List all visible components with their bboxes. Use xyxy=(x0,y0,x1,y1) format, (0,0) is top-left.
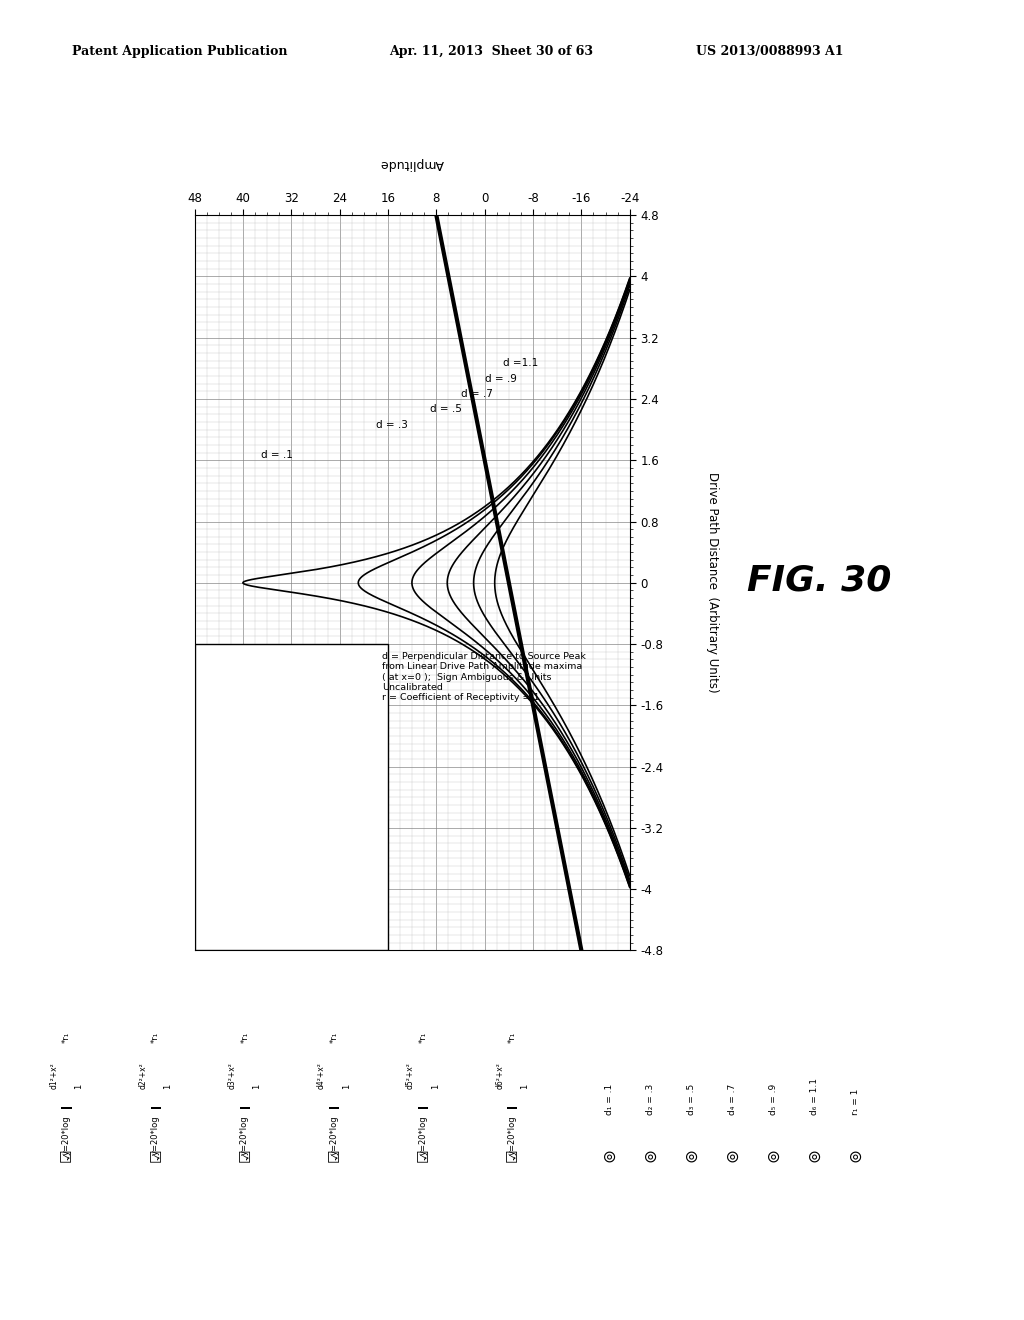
Text: y=20*log: y=20*log xyxy=(508,1115,516,1155)
Text: d2²+x²: d2²+x² xyxy=(139,1063,147,1089)
Text: 1: 1 xyxy=(342,1084,350,1089)
Text: d₁ = .1: d₁ = .1 xyxy=(605,1084,613,1115)
Text: ☑: ☑ xyxy=(327,1148,341,1162)
Y-axis label: Drive Path Distance  (Arbitrary Units): Drive Path Distance (Arbitrary Units) xyxy=(706,473,719,693)
Text: 1: 1 xyxy=(520,1084,528,1089)
Text: d =1.1: d =1.1 xyxy=(503,358,538,368)
Text: y=20*log: y=20*log xyxy=(152,1115,160,1155)
Text: d₄ = .7: d₄ = .7 xyxy=(728,1084,736,1115)
Text: d = .5: d = .5 xyxy=(430,404,462,414)
Text: y=20*log: y=20*log xyxy=(241,1115,249,1155)
Bar xyxy=(195,644,388,950)
Text: ☑: ☑ xyxy=(238,1148,252,1162)
Text: d6²+x²: d6²+x² xyxy=(496,1063,504,1089)
Text: y=20*log: y=20*log xyxy=(62,1115,71,1155)
Text: d = .1: d = .1 xyxy=(261,450,293,461)
Text: *r₁: *r₁ xyxy=(508,1032,516,1043)
Text: d = .3: d = .3 xyxy=(376,420,408,429)
Text: ⊚: ⊚ xyxy=(600,1147,618,1162)
Text: ⊚: ⊚ xyxy=(805,1147,823,1162)
Text: FIG. 30: FIG. 30 xyxy=(748,564,891,598)
Text: ☑: ☑ xyxy=(59,1148,74,1162)
Text: ⊚: ⊚ xyxy=(846,1147,864,1162)
Text: *r₁: *r₁ xyxy=(419,1032,427,1043)
Text: d = .9: d = .9 xyxy=(484,374,516,384)
Text: ☑: ☑ xyxy=(505,1148,519,1162)
Text: d1²+x²: d1²+x² xyxy=(50,1063,58,1089)
Text: ⊚: ⊚ xyxy=(682,1147,700,1162)
Text: 1: 1 xyxy=(75,1084,83,1089)
Text: US 2013/0088993 A1: US 2013/0088993 A1 xyxy=(696,45,844,58)
Text: d4²+x²: d4²+x² xyxy=(317,1063,326,1089)
Text: d₂ = .3: d₂ = .3 xyxy=(646,1084,654,1115)
Text: ⊚: ⊚ xyxy=(641,1147,659,1162)
Text: r₁ = 1: r₁ = 1 xyxy=(851,1089,859,1115)
Text: y=20*log: y=20*log xyxy=(419,1115,427,1155)
Text: ⊚: ⊚ xyxy=(723,1147,741,1162)
Text: d5²+x²: d5²+x² xyxy=(407,1063,415,1089)
Text: d₃ = .5: d₃ = .5 xyxy=(687,1084,695,1115)
Text: 1: 1 xyxy=(253,1084,261,1089)
Text: ☑: ☑ xyxy=(416,1148,430,1162)
Text: ⊚: ⊚ xyxy=(764,1147,782,1162)
Text: *r₁: *r₁ xyxy=(241,1032,249,1043)
Text: Apr. 11, 2013  Sheet 30 of 63: Apr. 11, 2013 Sheet 30 of 63 xyxy=(389,45,593,58)
X-axis label: Amplitude: Amplitude xyxy=(380,157,444,170)
Text: d₆ = 1.1: d₆ = 1.1 xyxy=(810,1078,818,1115)
Text: ☑: ☑ xyxy=(148,1148,163,1162)
Text: 1: 1 xyxy=(431,1084,439,1089)
Text: d = .7: d = .7 xyxy=(461,389,493,399)
Text: y=20*log: y=20*log xyxy=(330,1115,338,1155)
Text: *r₁: *r₁ xyxy=(330,1032,338,1043)
Text: d = Perpendicular Distance to Source Peak
from Linear Drive Path Amplitude maxim: d = Perpendicular Distance to Source Pea… xyxy=(382,652,586,702)
Text: d3²+x²: d3²+x² xyxy=(228,1063,237,1089)
Text: 1: 1 xyxy=(164,1084,172,1089)
Text: Patent Application Publication: Patent Application Publication xyxy=(72,45,287,58)
Text: *r₁: *r₁ xyxy=(62,1032,71,1043)
Text: d₅ = .9: d₅ = .9 xyxy=(769,1084,777,1115)
Text: *r₁: *r₁ xyxy=(152,1032,160,1043)
